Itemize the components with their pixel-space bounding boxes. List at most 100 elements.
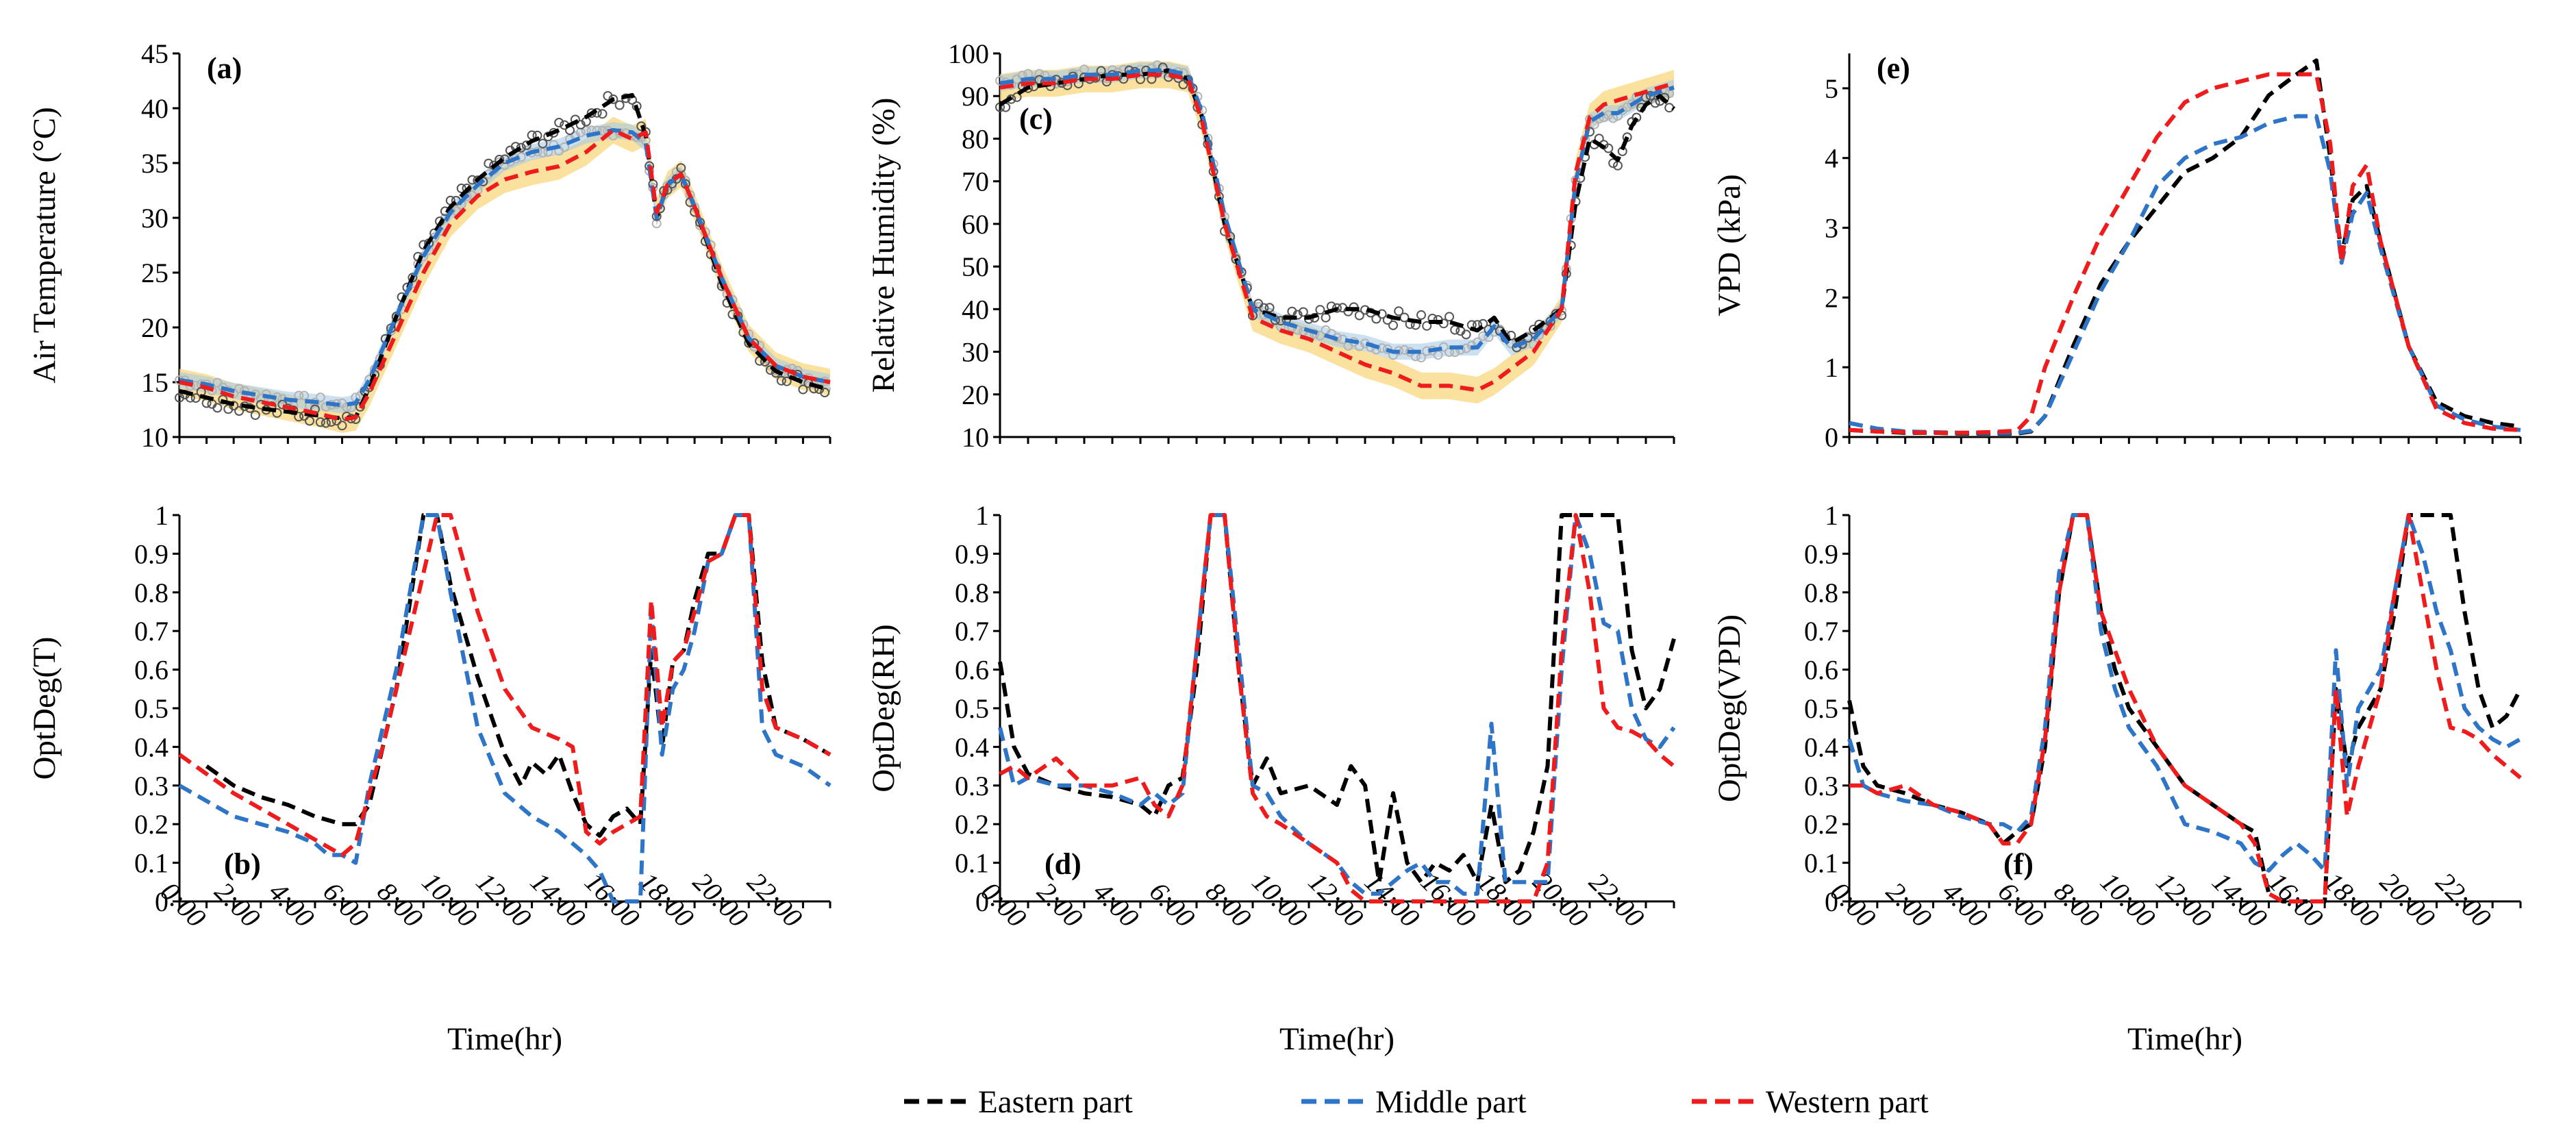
y-axis-label: Relative Humidity (%) [866,98,901,393]
measured-point [1034,68,1045,79]
panel-label-e: (e) [1877,51,1910,85]
y-tick-label: 25 [141,258,168,288]
y-tick-label: 0.2 [134,809,168,840]
measured-point [1445,347,1454,358]
measured-point [1253,301,1264,312]
measured-point [484,158,494,169]
measured-point [315,417,325,427]
x-axis-label: Time(hr) [2127,1021,2242,1057]
measured-point [234,406,245,416]
measured-point [175,392,184,403]
measured-point [614,100,625,110]
series-line-eastern [179,92,831,421]
x-tick-label: 18:00 [633,866,700,934]
measured-point [1158,62,1168,73]
y-tick-label: 3 [1825,213,1838,244]
panel-label-b: (b) [224,847,261,881]
series-line-western [178,513,831,858]
y-tick-label: 0.6 [955,655,989,686]
measured-point [1310,329,1320,339]
x-tick-label: 12:00 [2151,866,2218,934]
x-tick-label: 6:00 [1144,876,1201,934]
y-tick-label: 0.5 [1804,693,1838,724]
panel-d: 00.10.20.30.40.50.60.70.80.910:002:004:0… [866,500,1676,1057]
y-tick-label: 15 [141,367,168,398]
x-tick-label: 4:00 [1936,876,1994,934]
y-tick-label: 2 [1825,282,1838,313]
y-tick-label: 40 [962,294,989,325]
measured-point [1422,321,1432,331]
measured-point [456,184,466,193]
panel-a: 10 15 20 25 30 35 40 45 Air Temperature (°C) (a) [27,38,831,453]
measured-point [1298,307,1308,317]
x-tick-label: 22:00 [741,866,808,934]
measured-point [516,142,526,153]
series-line-eastern [205,513,831,838]
measured-point [1388,320,1398,330]
legend-label-middle: Middle part [1375,1084,1527,1120]
x-tick-label: 14:00 [525,866,592,934]
y-tick-label: 50 [962,251,989,282]
measured-point [608,94,618,104]
x-tick-label: 12:00 [471,866,538,934]
y-tick-label: 1 [1825,500,1838,531]
y-tick-label: 10 [962,422,989,453]
x-tick-label: 10:00 [1247,866,1314,934]
measured-point [1450,325,1460,335]
x-tick-label: 0:00 [1825,876,1882,934]
y-axis-label: OptDeg(T) [27,637,62,780]
y-tick-label: 20 [141,312,168,343]
y-axis-label: Air Temperature (°C) [27,107,62,384]
measured-point [1650,98,1660,108]
y-tick-label: 70 [962,166,989,197]
measured-point [1276,316,1286,326]
x-tick-label: 0:00 [975,876,1033,934]
panel-b: 00.10.20.30.40.50.60.70.80.910:002:004:0… [27,500,831,1057]
y-tick-label: 0.1 [955,848,989,879]
series-line-western [179,128,831,422]
measured-point [1394,306,1404,316]
y-tick-label: 0.3 [1804,771,1838,801]
measured-point [1445,312,1454,322]
measured-point [234,384,245,394]
legend: Eastern part Middle part Western part [904,1084,1929,1120]
y-tick-label: 0.2 [1804,809,1838,840]
y-tick-label: 30 [141,203,168,234]
y-tick-label: 0.8 [1804,577,1838,608]
series-line-eastern [998,513,1676,884]
x-tick-label: 8:00 [1200,876,1258,934]
x-tick-label: 18:00 [2318,866,2386,934]
measured-point [305,416,314,426]
series-line-eastern [1849,58,2521,436]
x-tick-label: 20:00 [2374,866,2441,934]
y-tick-label: 0.1 [134,848,168,879]
x-tick-label: 8:00 [2048,876,2105,934]
y-tick-label: 0 [975,886,989,917]
y-axis-label: OptDeg(VPD) [1712,614,1747,802]
y-tick-label: 1 [155,500,168,531]
measured-point [299,390,310,401]
measured-point [1332,303,1342,313]
measured-point [1664,103,1675,113]
western-uncertainty-band [1000,61,1674,404]
x-axis-label: Time(hr) [1279,1021,1395,1057]
y-tick-label: 0.9 [134,538,168,569]
x-tick-label: 2:00 [1880,876,1938,934]
x-tick-label: 10:00 [416,866,483,934]
y-tick-label: 10 [141,422,168,453]
measured-point [212,403,223,413]
measured-point [1292,310,1303,320]
y-tick-label: 80 [962,123,989,154]
x-tick-label: 12:00 [1303,866,1370,934]
measured-point [798,384,808,395]
y-axis-label: OptDeg(RH) [866,624,901,792]
measured-point [1136,74,1145,84]
panel-f: 00.10.20.30.40.50.60.70.80.910:002:004:0… [1712,500,2523,1057]
measured-point [597,109,608,119]
measured-point [538,138,548,149]
x-tick-label: 2:00 [1031,876,1089,934]
y-tick-label: 90 [962,81,989,112]
series-line-middle [178,513,831,903]
